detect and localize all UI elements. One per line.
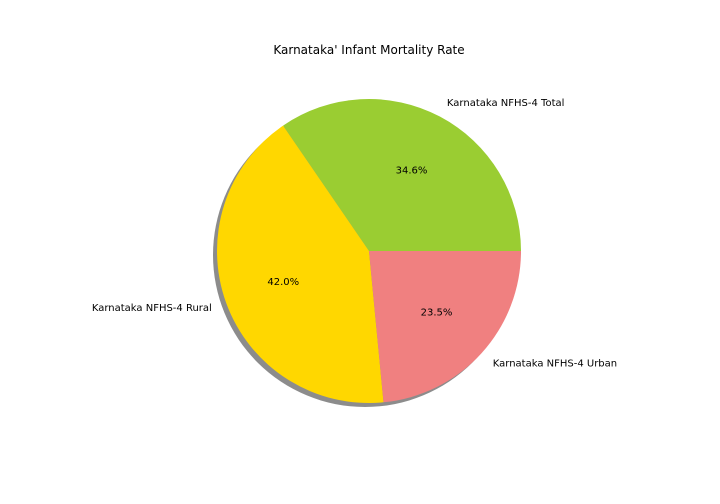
slice-pct-karnataka-nfhs-4-rural: 42.0% (267, 277, 299, 288)
slice-label-karnataka-nfhs-4-rural: Karnataka NFHS-4 Rural (92, 303, 212, 314)
pie-labels: Karnataka NFHS-4 Total 34.6% Karnataka NFH… (92, 98, 617, 369)
slice-pct-karnataka-nfhs-4-total: 34.6% (396, 165, 428, 176)
pie-slices (217, 99, 521, 403)
pie-slice-karnataka-nfhs-4-rural (217, 125, 384, 403)
chart-title: Karnataka' Infant Mortality Rate (273, 43, 464, 57)
pie-slice-karnataka-nfhs-4-total (283, 99, 521, 251)
slice-label-karnataka-nfhs-4-urban: Karnataka NFHS-4 Urban (493, 358, 617, 369)
slice-label-karnataka-nfhs-4-total: Karnataka NFHS-4 Total (447, 98, 565, 109)
pie-slice-karnataka-nfhs-4-urban (369, 251, 521, 403)
slice-pct-karnataka-nfhs-4-urban: 23.5% (421, 307, 453, 318)
